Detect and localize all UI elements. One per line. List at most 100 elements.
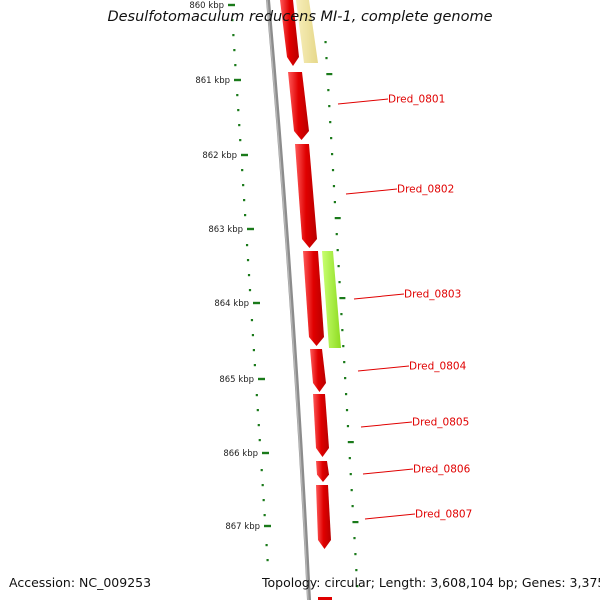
minor-tick-dot [266, 559, 269, 562]
minor-tick-dot [265, 544, 268, 547]
scale-tick-mark [234, 78, 241, 82]
minor-tick-dot [231, 19, 234, 22]
outer-tick-dot [352, 521, 359, 524]
outer-tick-dot [355, 569, 358, 572]
outer-tick-dot [332, 185, 336, 188]
gene-label-leader [360, 421, 413, 428]
outer-tick-dot [351, 505, 354, 508]
minor-tick-dot [237, 109, 240, 112]
minor-tick-dot [245, 244, 249, 247]
gene-label: Dred_0801 [388, 94, 445, 106]
outer-tick-dot [336, 249, 339, 252]
outer-tick-dot [340, 313, 343, 316]
gene-label: Dred_0802 [397, 184, 454, 196]
outer-tick-dot [330, 153, 334, 156]
outer-tick-dot [344, 393, 348, 396]
outer-tick-dot [325, 57, 328, 60]
map-title: Desulfotomaculum reducens MI-1, complete… [107, 9, 493, 25]
minor-tick-dot [257, 424, 260, 427]
outer-tick-dot [330, 137, 333, 140]
outer-tick-dot [348, 457, 351, 460]
scale-tick-label: 861 kbp [195, 76, 230, 86]
outer-tick-dot [326, 73, 333, 76]
genome-summary: Topology: circular; Length: 3,608,104 bp… [262, 575, 600, 590]
minor-tick-dot [236, 94, 239, 97]
outer-tick-dot [349, 473, 352, 476]
gene-label: Dred_0804 [409, 361, 467, 373]
yellow-feature-block [296, 0, 318, 63]
outer-tick-dot [347, 441, 354, 444]
outer-tick-dot [353, 537, 356, 540]
scale-tick-label: 860 kbp [189, 1, 224, 11]
minor-tick-dot [246, 259, 250, 262]
minor-tick-dot [241, 169, 244, 172]
green-feature-block [322, 251, 341, 348]
scale-tick-label: 862 kbp [202, 151, 237, 161]
minor-tick-dot [262, 499, 265, 502]
gene-label: Dred_0806 [413, 464, 471, 476]
minor-tick-dot [232, 34, 235, 37]
minor-tick-dot [261, 484, 264, 487]
outer-tick-dot [356, 585, 359, 588]
cds-arrow [316, 461, 329, 482]
outer-tick-dot [333, 201, 336, 204]
scale-tick-label: 863 kbp [208, 225, 243, 235]
scale-tick-label: 864 kbp [214, 299, 249, 309]
scale-tick-label: 865 kbp [219, 375, 254, 385]
minor-tick-dot [244, 214, 247, 217]
outer-tick-dot [328, 105, 331, 108]
minor-tick-dot [263, 514, 266, 517]
scale-tick-mark [253, 301, 260, 305]
cds-arrow [280, 0, 299, 66]
minor-tick-dot [234, 64, 237, 67]
gene-label-leader [345, 188, 398, 195]
scale-tick-mark [241, 153, 248, 157]
gene-label: Dred_0803 [404, 289, 461, 301]
scale-tick-label: 867 kbp [225, 522, 260, 532]
minor-tick-dot [233, 49, 236, 52]
scale-tick-mark [262, 451, 269, 455]
cds-arrow [310, 349, 326, 392]
outer-tick-dot [343, 361, 346, 364]
cds-arrow [295, 144, 317, 248]
outer-tick-dot [337, 265, 340, 268]
gene-labels: Dred_0801 Dred_0802 Dred_0803 Dred_0804 Dred… [337, 94, 472, 521]
minor-tick-dot [247, 274, 251, 277]
outer-tick-dot [324, 41, 327, 44]
minor-tick-dot [238, 124, 241, 127]
cds-arrow [288, 72, 309, 140]
cds-arrow [313, 394, 329, 457]
outer-tick-dot [329, 121, 332, 124]
gene-label-leader [357, 365, 410, 372]
minor-tick-dot [260, 469, 263, 472]
outer-tick-dot [334, 217, 341, 220]
minor-tick-dot [250, 319, 254, 322]
minor-tick-dot [255, 394, 258, 397]
outer-tick-dot [345, 409, 349, 412]
gene-label: Dred_0807 [415, 509, 472, 521]
minor-tick-dot [239, 139, 242, 142]
cds-arrow [318, 597, 332, 600]
outer-tick-dot [335, 233, 338, 236]
outer-tick-dot [338, 281, 341, 284]
outer-tick-dot [350, 489, 353, 492]
gene-label: Dred_0805 [412, 417, 469, 429]
outer-tick-dot [339, 297, 346, 300]
minor-tick-dot [242, 184, 245, 187]
scale-tick-mark [228, 3, 235, 7]
gene-label-leader [362, 468, 414, 475]
outer-tick-dot [346, 425, 350, 428]
outer-tick-dot [331, 169, 335, 172]
minor-tick-dot [256, 409, 259, 412]
minor-tick-dot [252, 349, 255, 352]
minor-tick-dot [243, 199, 246, 202]
accession-text: Accession: NC_009253 [9, 575, 152, 590]
minor-tick-dot [251, 334, 255, 337]
scale-ticks: 860 kbp 861 kbp 862 kbp 863 kbp 864 kbp 865 k… [189, 1, 271, 532]
inner-dot-track [231, 19, 269, 562]
gene-label-leader [337, 98, 389, 105]
gene-label-leader [353, 293, 405, 300]
minor-tick-dot [248, 289, 252, 292]
outer-tick-dot [354, 553, 357, 556]
